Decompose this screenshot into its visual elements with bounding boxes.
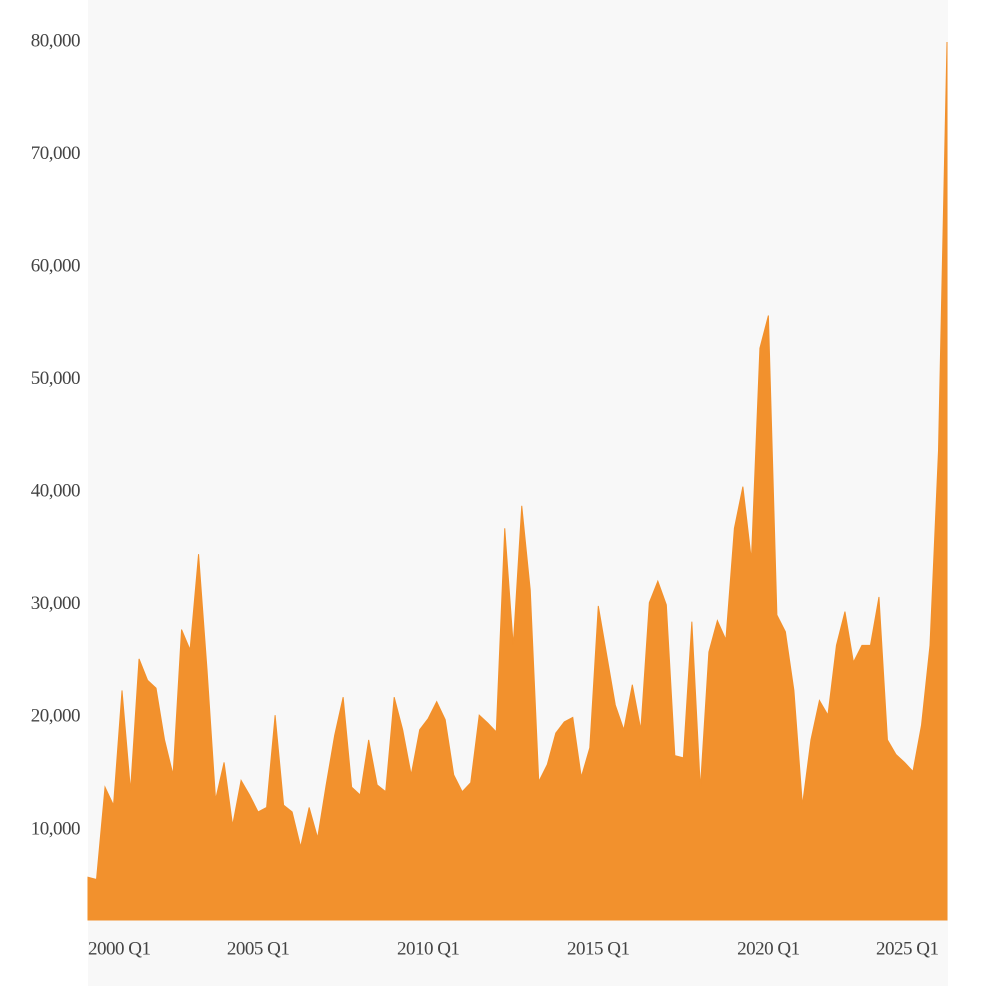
x-tick-label: 2025 Q1 bbox=[876, 938, 938, 959]
x-tick-label: 2020 Q1 bbox=[737, 938, 799, 959]
x-tick-label: 2010 Q1 bbox=[397, 938, 459, 959]
x-tick-label: 2015 Q1 bbox=[567, 938, 629, 959]
y-tick-label: 60,000 bbox=[31, 255, 80, 276]
y-tick-label: 80,000 bbox=[31, 30, 80, 51]
y-tick-label: 50,000 bbox=[31, 368, 80, 389]
x-tick-label: 2000 Q1 bbox=[88, 938, 150, 959]
y-tick-label: 70,000 bbox=[31, 143, 80, 164]
x-tick-label: 2005 Q1 bbox=[227, 938, 289, 959]
y-tick-label: 20,000 bbox=[31, 706, 80, 727]
area bbox=[87, 41, 948, 921]
y-tick-label: 10,000 bbox=[31, 818, 80, 839]
y-tick-label: 40,000 bbox=[31, 481, 80, 502]
y-tick-label: 30,000 bbox=[31, 593, 80, 614]
